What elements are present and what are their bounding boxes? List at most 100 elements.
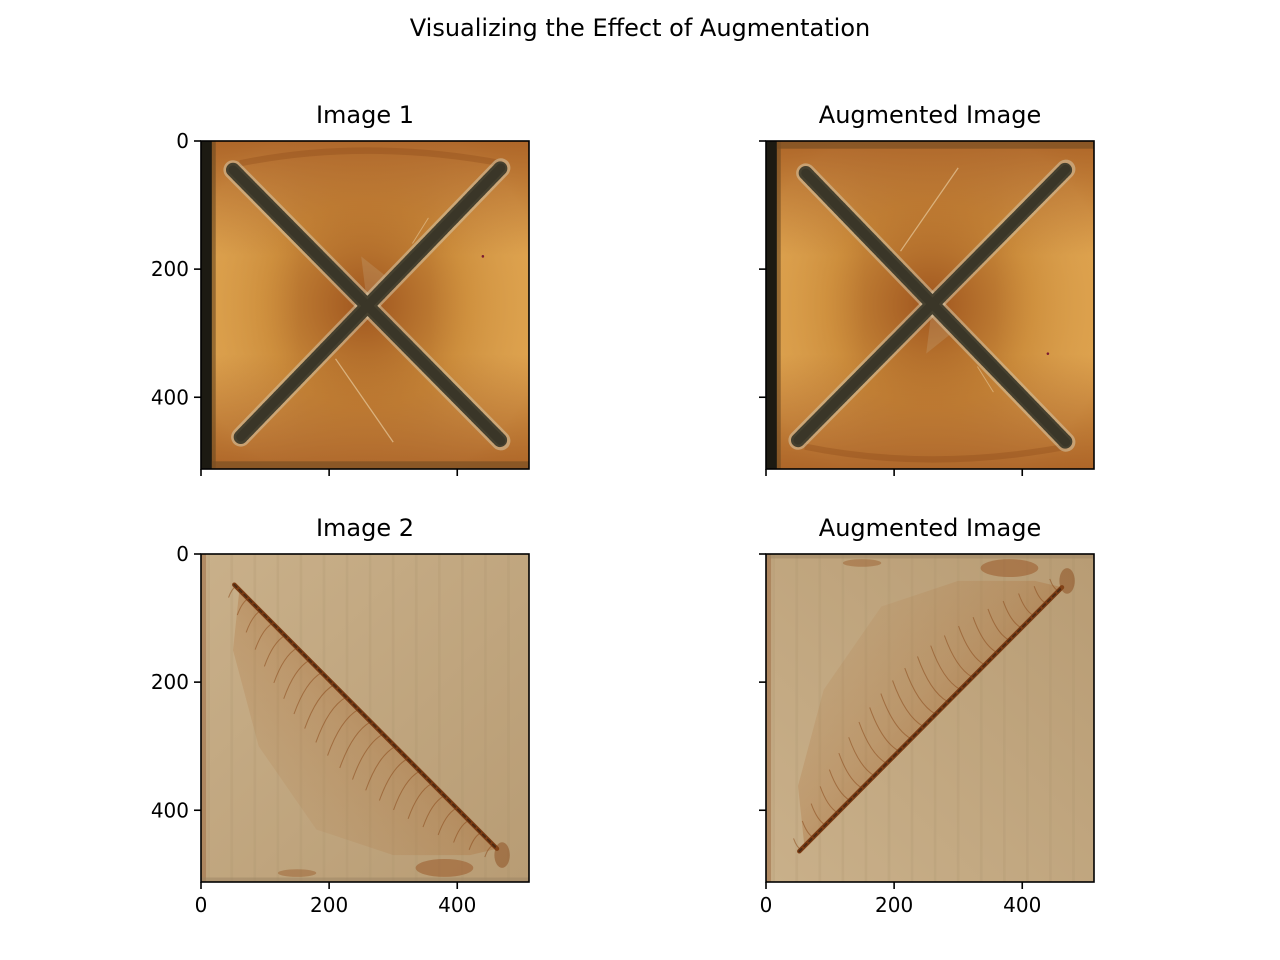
plate-streak: [933, 554, 937, 882]
plate-streak: [1072, 554, 1075, 882]
x-tick-label: 200: [875, 893, 913, 917]
plate-spot: [481, 255, 485, 258]
rust-fan: [233, 589, 497, 856]
rust-tendril: [869, 707, 900, 752]
plate-scratch: [900, 167, 959, 252]
image-area: [201, 141, 529, 469]
plate-streak: [956, 554, 960, 882]
image-content: [201, 554, 529, 882]
subplot-title: Image 2: [316, 514, 414, 542]
rust-tendril: [304, 684, 335, 729]
image-area: [201, 554, 529, 882]
plate-streak: [438, 554, 441, 882]
rust-tendril: [904, 667, 936, 715]
plate-bottom-lip: [211, 461, 529, 469]
y-tick-label: 0: [176, 129, 189, 153]
rust-tendril: [315, 696, 347, 743]
plate-streak: [461, 554, 464, 882]
rust-blotch: [415, 858, 474, 877]
axes-frame: [200, 553, 530, 883]
y-tick-label: 400: [151, 798, 189, 822]
y-tick-label: 0: [176, 542, 189, 566]
rust-blotch: [980, 559, 1039, 578]
plate-spot: [1046, 352, 1050, 355]
x-tick-label: 400: [438, 893, 476, 917]
rust-tendril: [1018, 593, 1034, 616]
y-tick-label: 200: [151, 257, 189, 281]
plate-streak: [1026, 554, 1029, 882]
x-tick-label: 0: [760, 893, 773, 917]
rust-tendril: [422, 795, 444, 828]
plate-streak: [368, 554, 372, 882]
plate-scratch: [335, 358, 394, 443]
plate-streak: [414, 554, 418, 882]
plate-streak: [979, 554, 983, 882]
x-tick-label: 200: [310, 893, 348, 917]
rust-fan: [798, 580, 1062, 847]
plate-bottom-lip: [776, 141, 1094, 149]
rust-tendril: [943, 635, 973, 678]
subplot-2: Augmented Image: [759, 101, 1095, 476]
image-area: [766, 141, 1094, 469]
plate-top-stain: [804, 443, 1068, 463]
rust-tendril: [378, 758, 408, 801]
subplot-1: Image 1 0 200 400: [151, 101, 530, 476]
rust-tendril: [987, 608, 1009, 641]
plate-left-edge: [766, 554, 772, 882]
plate-dark-edge: [766, 141, 777, 469]
image-content: [201, 141, 529, 469]
subplot-title: Augmented Image: [819, 101, 1041, 129]
rust-blotch: [494, 842, 510, 868]
image-content: [766, 141, 1094, 469]
rust-tendril: [327, 709, 359, 756]
rust-tendril: [1002, 600, 1022, 629]
plate-streak: [1003, 554, 1006, 882]
subplot-title: Augmented Image: [819, 514, 1041, 542]
weld-line-core: [798, 586, 1063, 853]
rust-tendril: [958, 625, 985, 666]
plate-scratch: [976, 366, 994, 393]
image-content: [766, 554, 1094, 882]
image-area: [766, 554, 1094, 882]
rust-tendril: [339, 721, 371, 769]
x-tick-label: 0: [195, 893, 208, 917]
rust-tendril: [365, 746, 396, 791]
plate-top-stain: [239, 147, 503, 167]
rust-tendril: [848, 737, 875, 777]
rust-tendril: [917, 656, 948, 703]
rust-tendril: [273, 647, 298, 684]
subplot-title: Image 1: [316, 101, 414, 129]
rust-tendril: [437, 807, 457, 836]
plate-streak: [507, 554, 510, 882]
weld-core: [236, 163, 506, 442]
plate-edge-shadow: [211, 141, 216, 469]
axes-frame: [200, 140, 530, 470]
y-tick-label: 200: [151, 670, 189, 694]
weld-core: [801, 168, 1071, 447]
axes-frame: [765, 553, 1095, 883]
plate-streak: [391, 554, 395, 882]
plate-streak: [772, 554, 775, 882]
weld-line-core: [233, 583, 498, 850]
plate-left-edge: [201, 554, 207, 882]
figure-title: Visualizing the Effect of Augmentation: [409, 14, 871, 42]
rust-tendril: [393, 770, 420, 811]
rust-tendril: [892, 680, 924, 727]
rust-tendril: [293, 672, 322, 715]
plate-streak: [1049, 554, 1052, 882]
rust-blotch: [1059, 568, 1075, 594]
rust-tendril: [930, 645, 961, 690]
rust-tendril: [838, 752, 863, 789]
rust-blotch: [277, 869, 317, 877]
subplot-4: Augmented Image 0 200 400: [759, 514, 1095, 917]
plate-edge-shadow: [776, 141, 781, 469]
plate-streak: [795, 554, 799, 882]
rust-blotch: [842, 559, 882, 567]
rust-tendril: [858, 721, 887, 764]
x-tick-label: 400: [1003, 893, 1041, 917]
plate-streak: [484, 554, 487, 882]
axes-frame: [765, 140, 1095, 470]
y-tick-label: 400: [151, 385, 189, 409]
rust-tendril: [283, 659, 310, 699]
